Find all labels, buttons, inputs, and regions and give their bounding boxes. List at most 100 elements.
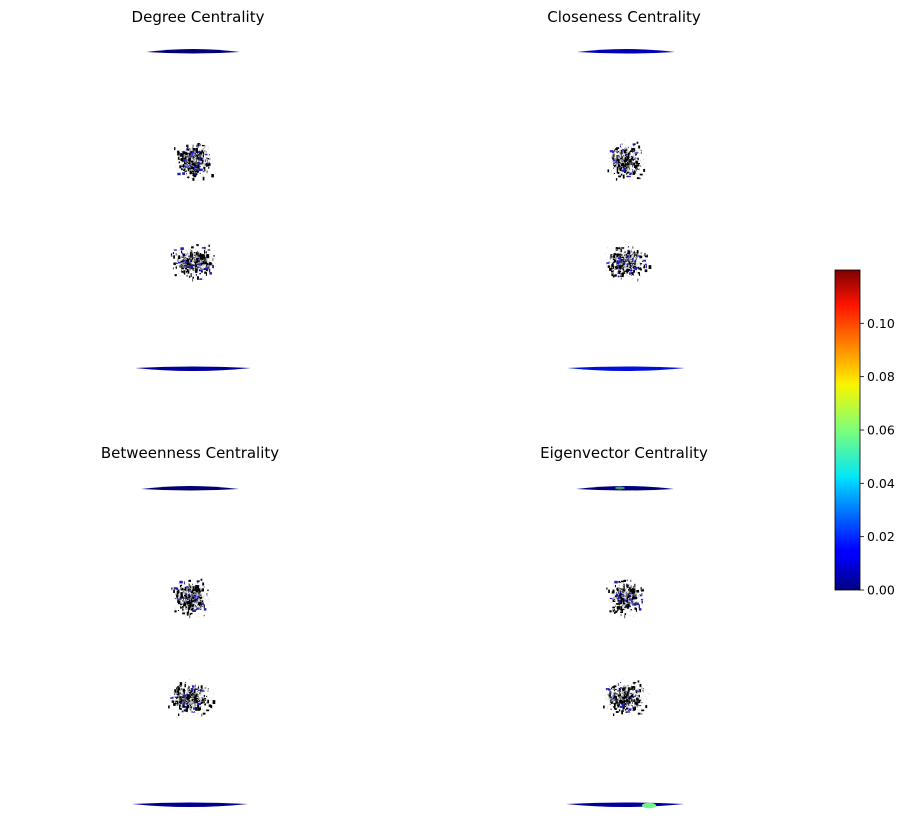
- network-node: [206, 258, 208, 260]
- network-node: [198, 697, 200, 699]
- network-node: [180, 259, 181, 261]
- network-node: [199, 266, 201, 268]
- network-node: [621, 589, 623, 591]
- network-node: [611, 693, 612, 695]
- network-node: [183, 709, 186, 712]
- network-node: [195, 704, 197, 706]
- network-node: [622, 277, 624, 279]
- network-node: [613, 172, 615, 174]
- network-node: [205, 257, 207, 259]
- network-node: [627, 258, 629, 260]
- network-node: [183, 698, 185, 700]
- network-node: [623, 170, 627, 173]
- network-node: [624, 266, 626, 268]
- network-node: [202, 597, 204, 599]
- network-node: [207, 689, 209, 691]
- network-node: [614, 259, 616, 263]
- network-node: [634, 607, 637, 610]
- network-node: [621, 266, 623, 270]
- network-node: [613, 255, 616, 257]
- network-node: [180, 249, 182, 251]
- network-node: [189, 604, 192, 608]
- network-node: [617, 269, 619, 271]
- network-node: [630, 579, 632, 583]
- network-node: [204, 271, 207, 274]
- network-node: [641, 165, 643, 167]
- network-node: [192, 602, 194, 604]
- network-node: [620, 162, 622, 164]
- network-node: [189, 598, 191, 600]
- network-node: [643, 701, 645, 703]
- network-node: [616, 592, 618, 595]
- network-node: [199, 261, 201, 263]
- network-node: [177, 150, 180, 153]
- network-node: [612, 155, 614, 158]
- network-node: [620, 687, 623, 689]
- network-node: [623, 269, 625, 271]
- network-node: [618, 599, 620, 601]
- network-node: [206, 698, 208, 700]
- network-node: [169, 255, 171, 257]
- network-node: [625, 263, 630, 266]
- network-node: [182, 591, 184, 593]
- network-node: [625, 694, 626, 696]
- network-node: [636, 164, 640, 167]
- network-node: [209, 258, 211, 260]
- network-node: [208, 261, 210, 263]
- network-node: [622, 272, 625, 274]
- network-node: [615, 690, 617, 692]
- network-node: [630, 609, 632, 611]
- network-node: [184, 584, 186, 586]
- network-node: [192, 148, 196, 151]
- network-node: [200, 176, 202, 178]
- network-node: [614, 706, 616, 710]
- network-node: [622, 159, 624, 161]
- network-node: [639, 263, 642, 265]
- network-node: [181, 165, 185, 168]
- panel-degree-centrality: Degree Centrality: [132, 8, 265, 371]
- network-node: [201, 699, 202, 701]
- network-node: [629, 694, 631, 696]
- network-node: [642, 688, 644, 690]
- network-node: [627, 702, 629, 705]
- network-node: [642, 702, 644, 704]
- network-node: [208, 262, 212, 266]
- network-node: [613, 598, 615, 602]
- network-node: [185, 264, 187, 266]
- network-node: [634, 695, 636, 697]
- network-node: [616, 155, 619, 158]
- network-node: [211, 261, 213, 263]
- network-node: [189, 592, 191, 593]
- network-node: [615, 711, 619, 713]
- network-node: [621, 256, 625, 259]
- network-node: [608, 697, 610, 699]
- network-node: [627, 168, 628, 170]
- network-node: [180, 599, 182, 601]
- network-node: [207, 604, 209, 606]
- network-node: [175, 593, 177, 595]
- network-node: [200, 161, 203, 164]
- network-node: [630, 257, 632, 259]
- network-node: [620, 596, 624, 599]
- network-node: [202, 702, 205, 704]
- network-node: [206, 695, 208, 697]
- network-node: [189, 589, 190, 591]
- network-node: [633, 699, 636, 702]
- network-node: [626, 592, 628, 593]
- network-node: [181, 698, 183, 700]
- network-node: [194, 265, 196, 267]
- network-node: [616, 248, 618, 250]
- network-node: [201, 697, 204, 701]
- network-node: [203, 165, 205, 166]
- network-node: [631, 588, 634, 593]
- network-node: [214, 258, 216, 260]
- network-node: [215, 265, 217, 267]
- network-node: [625, 259, 627, 261]
- network-node: [630, 253, 631, 255]
- network-node: [197, 263, 202, 266]
- network-node: [624, 704, 626, 706]
- network-node: [620, 703, 621, 705]
- network-node: [178, 686, 180, 688]
- network-node: [622, 262, 626, 265]
- network-node: [195, 168, 197, 170]
